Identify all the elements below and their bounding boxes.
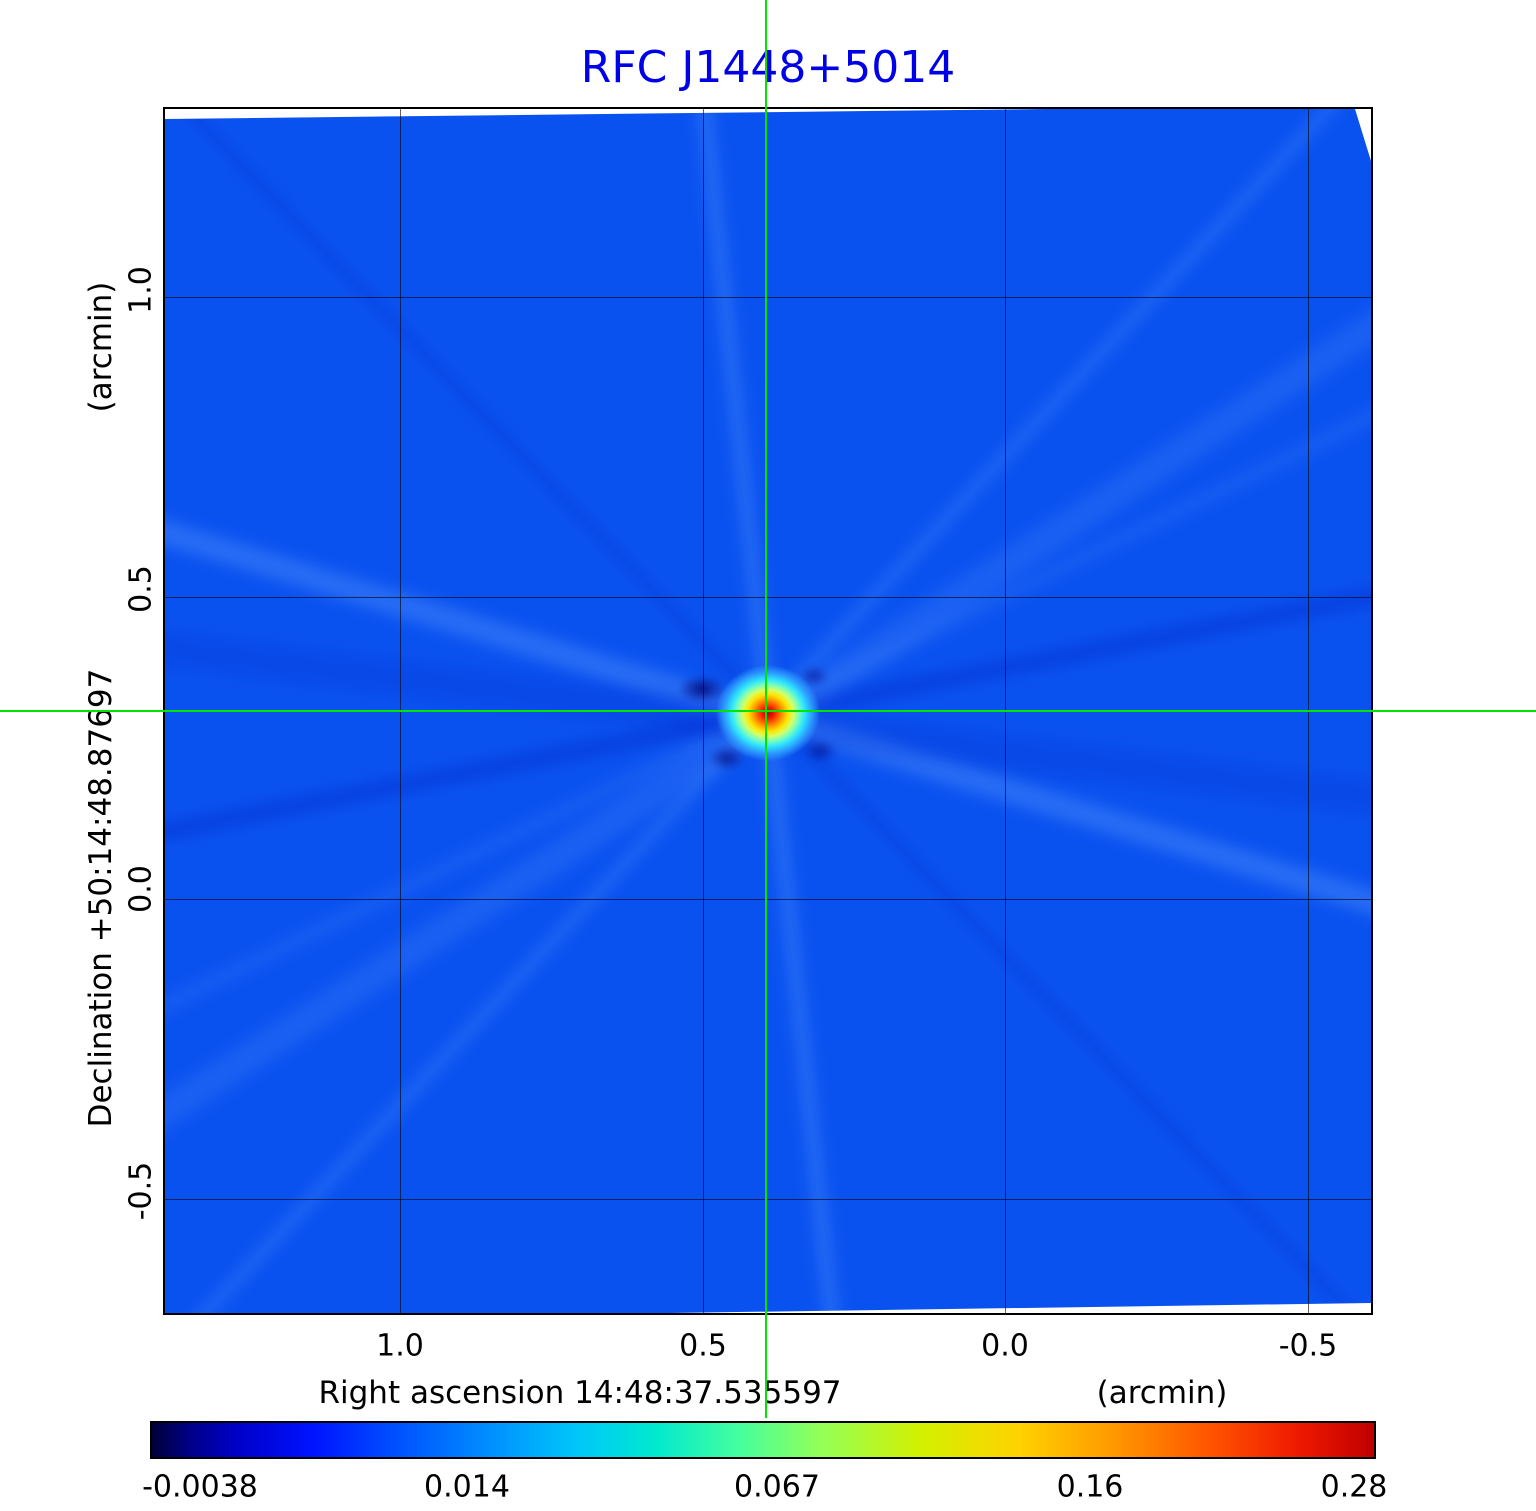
colorbar-gradient <box>152 1423 1374 1457</box>
x-tick-label: 1.0 <box>376 1328 424 1364</box>
y-tick-label: 1.0 <box>123 266 159 314</box>
grid-line-horizontal <box>165 899 1371 900</box>
x-tick-label: 0.5 <box>679 1328 727 1364</box>
y-tick-label: 0.5 <box>123 565 159 613</box>
colorbar-tick-label: 0.28 <box>1320 1469 1388 1505</box>
colorbar-tick-label: -0.0038 <box>142 1469 258 1505</box>
source-peak <box>707 657 829 769</box>
y-axis-title: Declination +50:14:48.87697 <box>83 668 119 1128</box>
x-tick-label: -0.5 <box>1278 1328 1338 1364</box>
image-edge-artifact <box>1355 109 1371 161</box>
y-axis-unit-label: (arcmin) <box>83 281 119 413</box>
x-axis-unit-label: (arcmin) <box>1096 1375 1228 1411</box>
crosshair-vertical-line <box>765 0 767 1418</box>
grid-line-horizontal <box>165 597 1371 598</box>
figure-title: RFC J1448+5014 <box>580 42 956 93</box>
x-axis-title: Right ascension 14:48:37.535597 <box>318 1375 842 1411</box>
grid-line-horizontal <box>165 297 1371 298</box>
y-tick-label: -0.5 <box>123 1161 159 1221</box>
colorbar-tick-label: 0.067 <box>734 1469 820 1505</box>
colorbar-tick-label: 0.16 <box>1056 1469 1124 1505</box>
image-edge-artifact <box>671 1303 1371 1313</box>
x-tick-label: 0.0 <box>981 1328 1029 1364</box>
grid-line-horizontal <box>165 1199 1371 1200</box>
colorbar <box>150 1421 1376 1459</box>
crosshair-horizontal-line <box>0 710 1536 712</box>
colorbar-tick-label: 0.014 <box>424 1469 510 1505</box>
y-tick-label: 0.0 <box>123 865 159 913</box>
image-edge-artifact <box>165 109 1045 119</box>
